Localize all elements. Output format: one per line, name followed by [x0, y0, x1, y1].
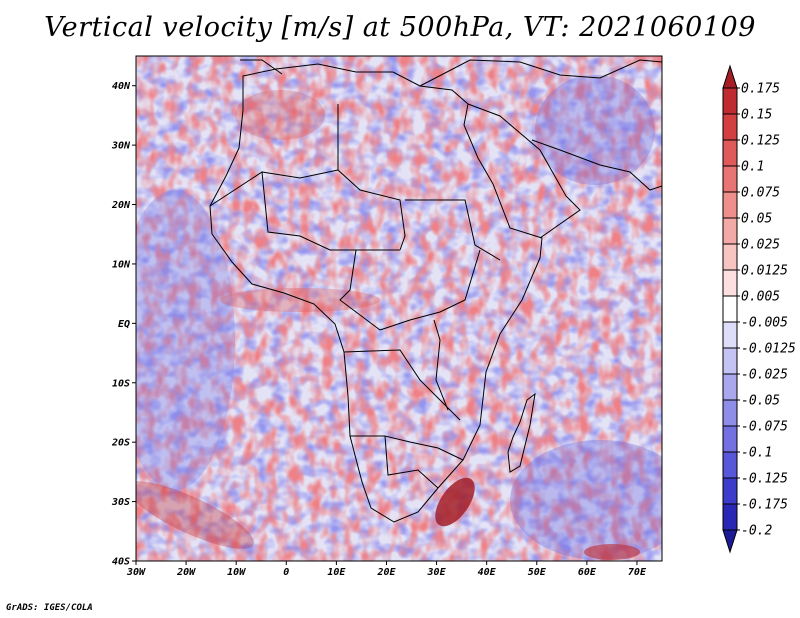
lon-tick-label: 30E — [427, 567, 447, 578]
colorbar-label: -0.0125 — [741, 342, 796, 357]
lon-tick-label: 60E — [578, 567, 597, 578]
map-title: Vertical velocity [m/s] at 500hPa, VT: 2… — [44, 12, 756, 43]
colorbar-label: 0.125 — [741, 134, 780, 149]
colorbar-label: 0.075 — [741, 186, 780, 201]
lat-tick-label: 10S — [112, 378, 130, 389]
lon-tick-label: 20W — [176, 567, 196, 578]
colorbar-swatch — [722, 139, 738, 167]
colorbar-swatch — [722, 295, 738, 323]
lat-tick-label: EQ — [118, 319, 130, 330]
lat-tick-label: 10N — [112, 259, 131, 270]
vertical-velocity-field — [136, 56, 662, 561]
lon-tick-label: 0 — [283, 567, 289, 578]
lat-tick-label: 20S — [111, 438, 130, 449]
colorbar-swatch — [722, 191, 738, 219]
colorbar-label: 0.05 — [741, 212, 772, 227]
colorbar-label: -0.005 — [741, 316, 788, 331]
colorbar-label: 0.0125 — [741, 264, 788, 279]
latitude-axis: 40N 30N 20N 10N EQ 10S 20S 30S 40S — [111, 81, 136, 568]
colorbar-swatch — [722, 113, 738, 141]
lon-tick-label: 30W — [126, 567, 146, 578]
lat-tick-label: 30S — [111, 497, 130, 508]
colorbar-swatch — [722, 347, 738, 375]
colorbar-swatch — [722, 165, 738, 193]
lon-tick-label: 50E — [528, 567, 547, 578]
colorbar-swatch — [722, 399, 738, 427]
colorbar-swatch — [722, 217, 738, 245]
lon-tick-label: 70E — [628, 567, 647, 578]
colorbar-label: -0.025 — [741, 368, 788, 383]
colorbar-label: -0.2 — [741, 524, 772, 539]
lat-tick-label: 40N — [112, 81, 131, 92]
coastlines — [209, 59, 662, 523]
colorbar-label: 0.175 — [741, 82, 780, 97]
colorbar-swatch — [722, 321, 738, 349]
lon-tick-label: 40E — [478, 567, 497, 578]
colorbar-swatch — [722, 373, 738, 401]
colorbar: 0.175 0.15 0.125 0.1 0.075 0.05 0.025 0.0125 0.0… — [722, 64, 796, 554]
lat-tick-label: 30N — [111, 141, 131, 152]
colorbar-label: -0.125 — [741, 472, 788, 487]
lon-tick-label: 10E — [327, 567, 346, 578]
lat-tick-label: 40S — [112, 557, 130, 568]
lat-tick-label: 20N — [111, 200, 131, 211]
colorbar-label: 0.005 — [741, 290, 780, 305]
lon-tick-label: 10W — [227, 567, 246, 578]
colorbar-top-triangle — [722, 64, 738, 89]
lon-tick-label: 20E — [376, 567, 396, 578]
longitude-axis: 30W 20W 10W 0 10E 20E 30E 40E 50E 60E 70E — [126, 561, 647, 578]
colorbar-swatch — [722, 503, 738, 531]
colorbar-swatch — [722, 269, 738, 297]
colorbar-label: -0.175 — [741, 498, 788, 513]
colorbar-swatch — [722, 425, 738, 453]
colorbar-label: -0.1 — [741, 446, 772, 461]
colorbar-swatch — [722, 87, 738, 115]
colorbar-label: 0.1 — [741, 160, 764, 175]
colorbar-bottom-triangle — [722, 529, 738, 554]
colorbar-swatch — [722, 451, 738, 479]
grads-credit: GrADS: IGES/COLA — [6, 603, 93, 613]
colorbar-label: -0.075 — [741, 420, 788, 435]
colorbar-label: 0.15 — [741, 108, 772, 123]
plot-frame — [135, 55, 663, 562]
colorbar-swatch — [722, 243, 738, 271]
colorbar-swatch — [722, 477, 738, 505]
colorbar-label: 0.025 — [741, 238, 780, 253]
colorbar-label: -0.05 — [741, 394, 780, 409]
